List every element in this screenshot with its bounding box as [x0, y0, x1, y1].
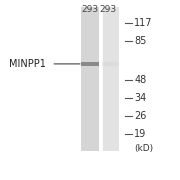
Bar [81, 7, 99, 151]
Bar [81, 62, 99, 66]
Bar [102, 62, 119, 66]
Text: 293: 293 [81, 4, 99, 14]
Text: 85: 85 [134, 35, 147, 46]
Text: MINPP1: MINPP1 [9, 59, 46, 69]
Text: 19: 19 [134, 129, 146, 139]
Text: 293: 293 [99, 4, 117, 14]
Text: 34: 34 [134, 93, 146, 103]
Text: 26: 26 [134, 111, 147, 121]
Text: 117: 117 [134, 17, 153, 28]
Text: 48: 48 [134, 75, 146, 85]
Text: (kD): (kD) [134, 144, 153, 153]
Bar [102, 7, 119, 151]
